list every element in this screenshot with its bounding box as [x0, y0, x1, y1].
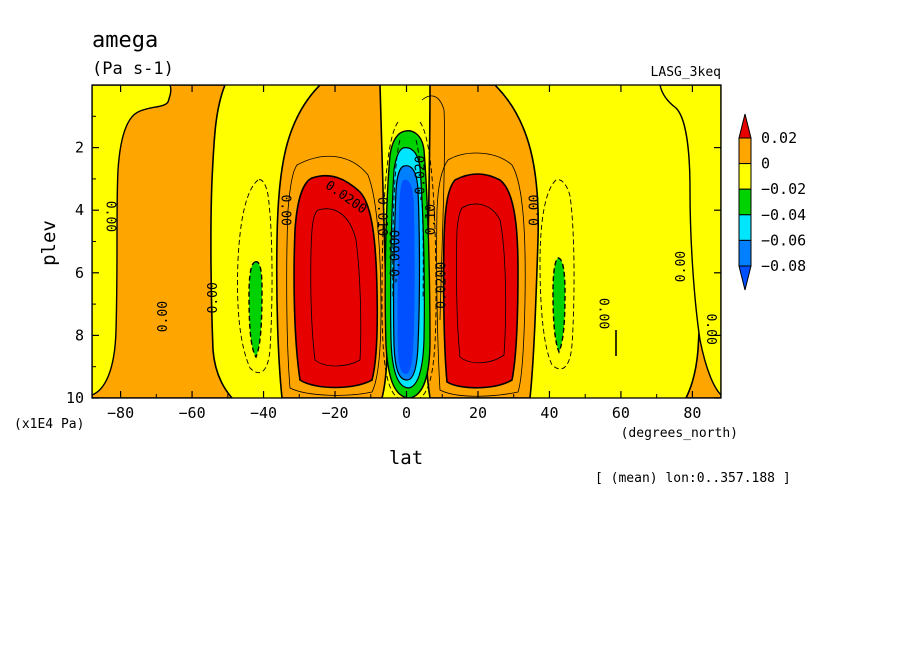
- orange-zone-far-south: [92, 85, 234, 398]
- y-tick-label: 8: [75, 326, 84, 344]
- colorbar-label: −0.06: [761, 231, 806, 249]
- chart-units: (Pa s-1): [92, 59, 174, 79]
- colorbar-bin: [738, 188, 752, 216]
- red-cell-south: [293, 174, 379, 389]
- contour-label: 0.00: [528, 195, 543, 226]
- x-tick-label: −40: [250, 404, 277, 422]
- colorbar-arrow-bottom: [738, 265, 752, 291]
- colorbar-arrow-top: [738, 113, 752, 139]
- x-tick-label: 80: [683, 404, 701, 422]
- colorbar-bin: [738, 137, 752, 165]
- contour-label: -0.020: [413, 155, 428, 202]
- axes: −80 −60 −40 −20 0 20 40 60 80 2 4 6 8 10: [66, 85, 721, 422]
- model-label: LASG_3keq: [651, 65, 721, 80]
- yellow-island-sw: [92, 85, 172, 396]
- contour-label: 0.00: [156, 301, 171, 332]
- x-tick-label: 0: [402, 404, 411, 422]
- x-tick-label: 40: [540, 404, 558, 422]
- positive-contours: [286, 95, 526, 397]
- x-axis-units: (degrees_north): [621, 426, 738, 441]
- colorbar-bin: [738, 163, 752, 190]
- chart-title: amega: [92, 28, 158, 53]
- x-tick-label: 20: [469, 404, 487, 422]
- contour-label: 0.00: [102, 201, 117, 232]
- contour-label: 0.00: [277, 195, 292, 226]
- x-tick-label: −80: [107, 404, 134, 422]
- y-axis-title: plev: [38, 220, 60, 266]
- colorbar-bin: [738, 239, 752, 267]
- colorbar: 0.02 0 −0.02 −0.04 −0.06 −0.08: [738, 113, 806, 291]
- contour-label: 0.00: [674, 251, 689, 282]
- x-tick-label: −20: [321, 404, 348, 422]
- x-axis-title: lat: [389, 447, 423, 469]
- contour-label: -0.0600: [388, 230, 403, 285]
- contour-field: 0.00 0.00 0.00 0.00 0.0200 0.010-0.0600 -0.020…: [92, 85, 721, 398]
- contour-label: 0.00: [206, 282, 221, 313]
- contour-label: 0.00: [703, 313, 718, 344]
- y-axis-units: (x1E4 Pa): [14, 417, 84, 432]
- x-tick-label: 60: [612, 404, 630, 422]
- colorbar-label: 0.02: [761, 129, 797, 147]
- contour-label: 0.10: [424, 204, 439, 235]
- colorbar-bin: [738, 214, 752, 241]
- x-tick-label: −60: [179, 404, 206, 422]
- y-tick-label: 4: [75, 201, 84, 219]
- colorbar-label: −0.04: [761, 206, 806, 224]
- footer-note: [ (mean) lon:0..357.188 ]: [595, 471, 791, 486]
- equatorial-band-core: [397, 179, 415, 374]
- contour-label: 0.00: [596, 298, 611, 329]
- colorbar-label: −0.08: [761, 257, 806, 275]
- green-pocket-north: [552, 257, 566, 354]
- y-tick-label: 10: [66, 389, 84, 407]
- contour-label: 0.0200: [435, 262, 450, 309]
- contour-label: 0.010: [374, 197, 389, 236]
- green-pocket-south: [248, 261, 263, 359]
- red-cell-north: [442, 173, 519, 389]
- colorbar-label: 0: [761, 155, 770, 173]
- colorbar-label: −0.02: [761, 180, 806, 198]
- yellow-island-ne: [659, 85, 721, 396]
- y-tick-label: 6: [75, 264, 84, 282]
- y-tick-label: 2: [75, 139, 84, 157]
- negative-contours: [237, 121, 575, 398]
